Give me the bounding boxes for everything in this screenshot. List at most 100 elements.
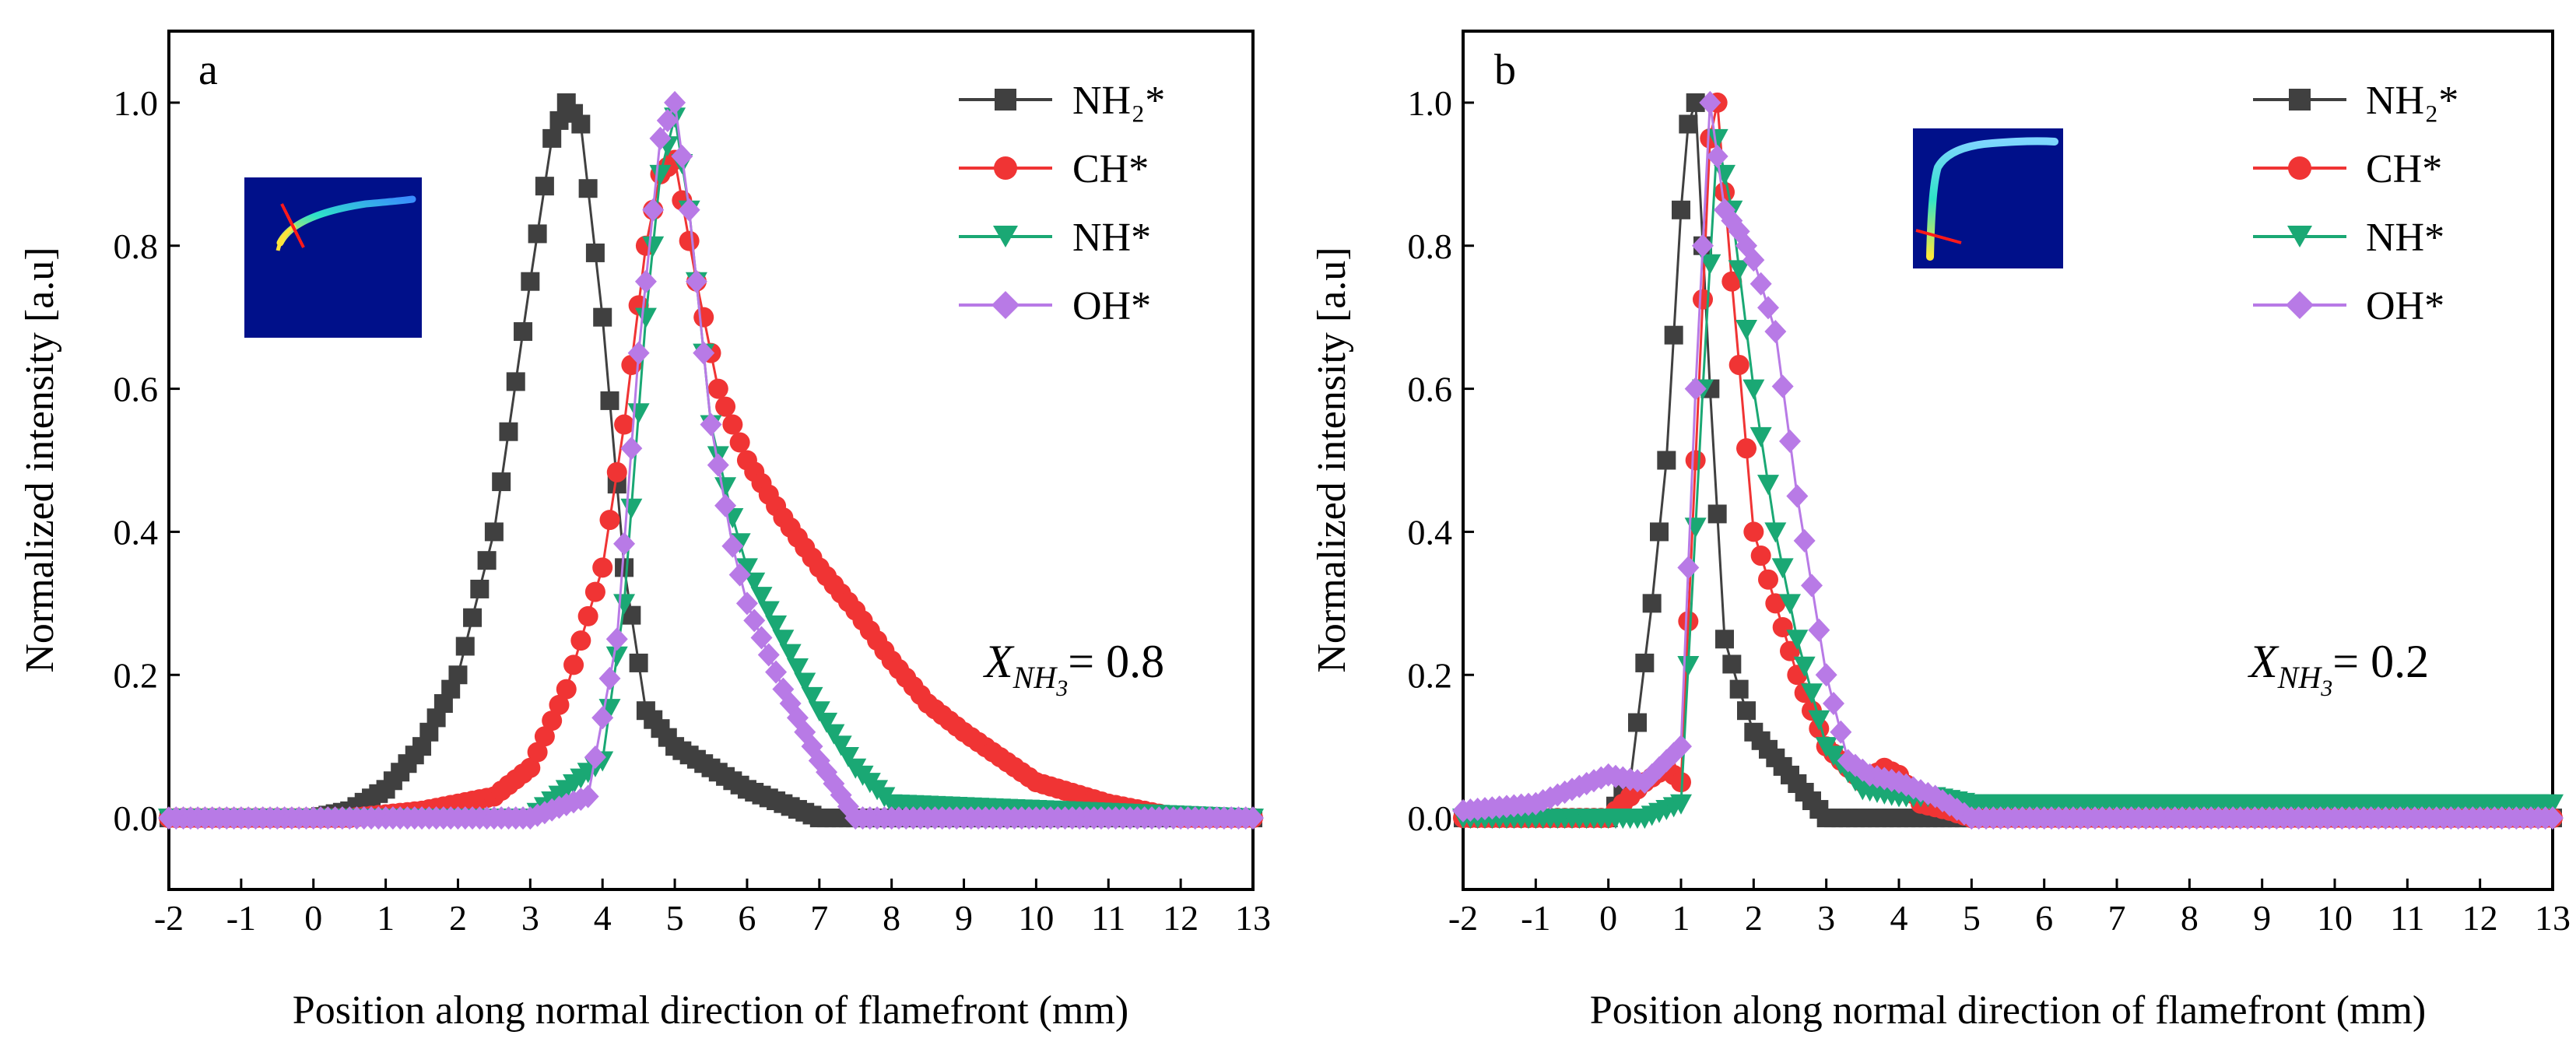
series: [1452, 90, 2564, 830]
marker-diamond: [1793, 528, 1816, 553]
marker-circle: [599, 510, 620, 531]
marker-triangle: [1793, 656, 1816, 677]
marker-triangle: [1757, 475, 1779, 496]
x-tick-label: 2: [1745, 898, 1763, 938]
marker-diamond: [656, 108, 679, 132]
legend: NH₂* CH* NH* OH*: [2253, 79, 2458, 328]
x-tick-label: 13: [2535, 898, 2571, 938]
panel-b: 0.00.20.40.60.81.0 -2 -1 0 1 2 3 4 5 6 7 8 9 10 11 12 1…: [1310, 30, 2571, 1033]
marker-triangle: [765, 615, 788, 636]
x-tick-label: 1: [377, 898, 395, 938]
marker-square: [463, 608, 483, 627]
marker-diamond: [1779, 429, 1801, 453]
marker-square: [535, 177, 554, 196]
marker-square: [455, 637, 475, 656]
marker-triangle: [757, 601, 780, 622]
x-tick-label: 4: [594, 898, 612, 938]
marker-diamond: [765, 660, 788, 684]
x-tick-label: 8: [883, 898, 900, 938]
marker-square: [1707, 504, 1727, 524]
marker-diamond: [750, 626, 773, 650]
y-tick-label: 0.0: [114, 798, 159, 838]
marker-square: [1679, 114, 1698, 134]
marker-square: [1715, 630, 1734, 649]
legend-entry-ch: CH*: [959, 147, 1149, 191]
x-tick-label: 9: [2253, 898, 2271, 938]
marker-circle: [1758, 569, 1778, 590]
legend-label-ch: CH*: [2366, 147, 2442, 191]
marker-triangle: [830, 735, 852, 756]
marker-triangle: [772, 630, 795, 651]
x-tick-label: 11: [1091, 898, 1125, 938]
marker-diamond: [2542, 806, 2564, 830]
marker-square: [448, 665, 468, 685]
marker-square: [499, 422, 518, 441]
legend-marker-circle: [994, 156, 1017, 180]
marker-square: [470, 579, 490, 598]
x-axis: -2 -1 0 1 2 3 4 5 6 7 8 9 10 11 12 13: [1448, 879, 2571, 938]
legend-marker-triangle: [993, 226, 1018, 247]
marker-triangle: [1714, 164, 1735, 185]
legend-entry-oh: OH*: [959, 284, 1151, 328]
x-tick-label: 10: [1018, 898, 1054, 938]
marker-square: [600, 391, 619, 410]
marker-triangle: [837, 747, 859, 768]
y-tick-label: 0.8: [1408, 226, 1453, 266]
marker-diamond: [591, 706, 614, 730]
marker-square: [492, 472, 511, 492]
marker-diamond: [598, 666, 621, 690]
marker-triangle: [801, 686, 823, 707]
y-tick-label: 0.2: [114, 655, 159, 695]
marker-triangle: [634, 307, 657, 328]
marker-diamond: [642, 198, 665, 222]
marker-diamond: [649, 126, 672, 150]
marker-circle: [1780, 640, 1800, 661]
marker-triangle: [1699, 254, 1721, 275]
marker-circle: [1750, 546, 1771, 567]
x-tick-label: 1: [1672, 898, 1690, 938]
legend-label-oh: OH*: [1072, 284, 1151, 328]
marker-circle: [549, 694, 570, 715]
series: [158, 90, 1264, 830]
inset-flame-image: [1913, 128, 2063, 268]
marker-triangle: [1728, 260, 1750, 281]
marker-square: [1737, 701, 1756, 721]
marker-diamond: [1242, 806, 1264, 830]
x-tick-label: 5: [1963, 898, 1981, 938]
marker-square: [484, 522, 504, 542]
marker-diamond: [1699, 90, 1721, 114]
marker-circle: [1765, 593, 1786, 614]
marker-square: [477, 551, 497, 570]
y-tick-label: 0.8: [114, 226, 159, 266]
marker-square: [514, 322, 533, 342]
marker-triangle: [1706, 128, 1728, 149]
marker-diamond: [627, 341, 650, 365]
marker-diamond: [1801, 574, 1823, 598]
y-tick-label: 0.4: [1408, 512, 1453, 552]
marker-square: [615, 558, 634, 577]
marker-diamond: [664, 90, 686, 114]
marker-diamond: [584, 745, 606, 769]
x-axis-label: Position along normal direction of flame…: [1590, 988, 2426, 1033]
marker-circle: [1678, 611, 1699, 632]
marker-diamond: [634, 269, 657, 293]
marker-diamond: [728, 563, 751, 587]
marker-triangle: [808, 701, 830, 722]
panel-a: 0.00.20.40.60.81.0 -2 -1 0 1 2 3 4 5 6 7 8 9 10 11 12 1…: [18, 30, 1271, 1033]
legend-marker-square: [995, 89, 1016, 111]
legend-label-nh2: NH₂*: [1072, 79, 1165, 123]
marker-circle: [563, 654, 584, 675]
marker-triangle: [1764, 522, 1787, 543]
marker-diamond: [700, 412, 722, 437]
marker-circle: [584, 581, 605, 602]
marker-triangle: [786, 658, 809, 679]
marker-circle: [707, 378, 728, 399]
marker-square: [1729, 679, 1749, 699]
marker-square: [521, 272, 540, 291]
marker-diamond: [757, 643, 780, 667]
y-tick-label: 0.2: [1408, 655, 1453, 695]
marker-square: [1628, 713, 1647, 732]
marker-diamond: [721, 534, 744, 558]
marker-triangle: [1735, 319, 1757, 340]
legend-label-nh: NH*: [1072, 216, 1151, 260]
